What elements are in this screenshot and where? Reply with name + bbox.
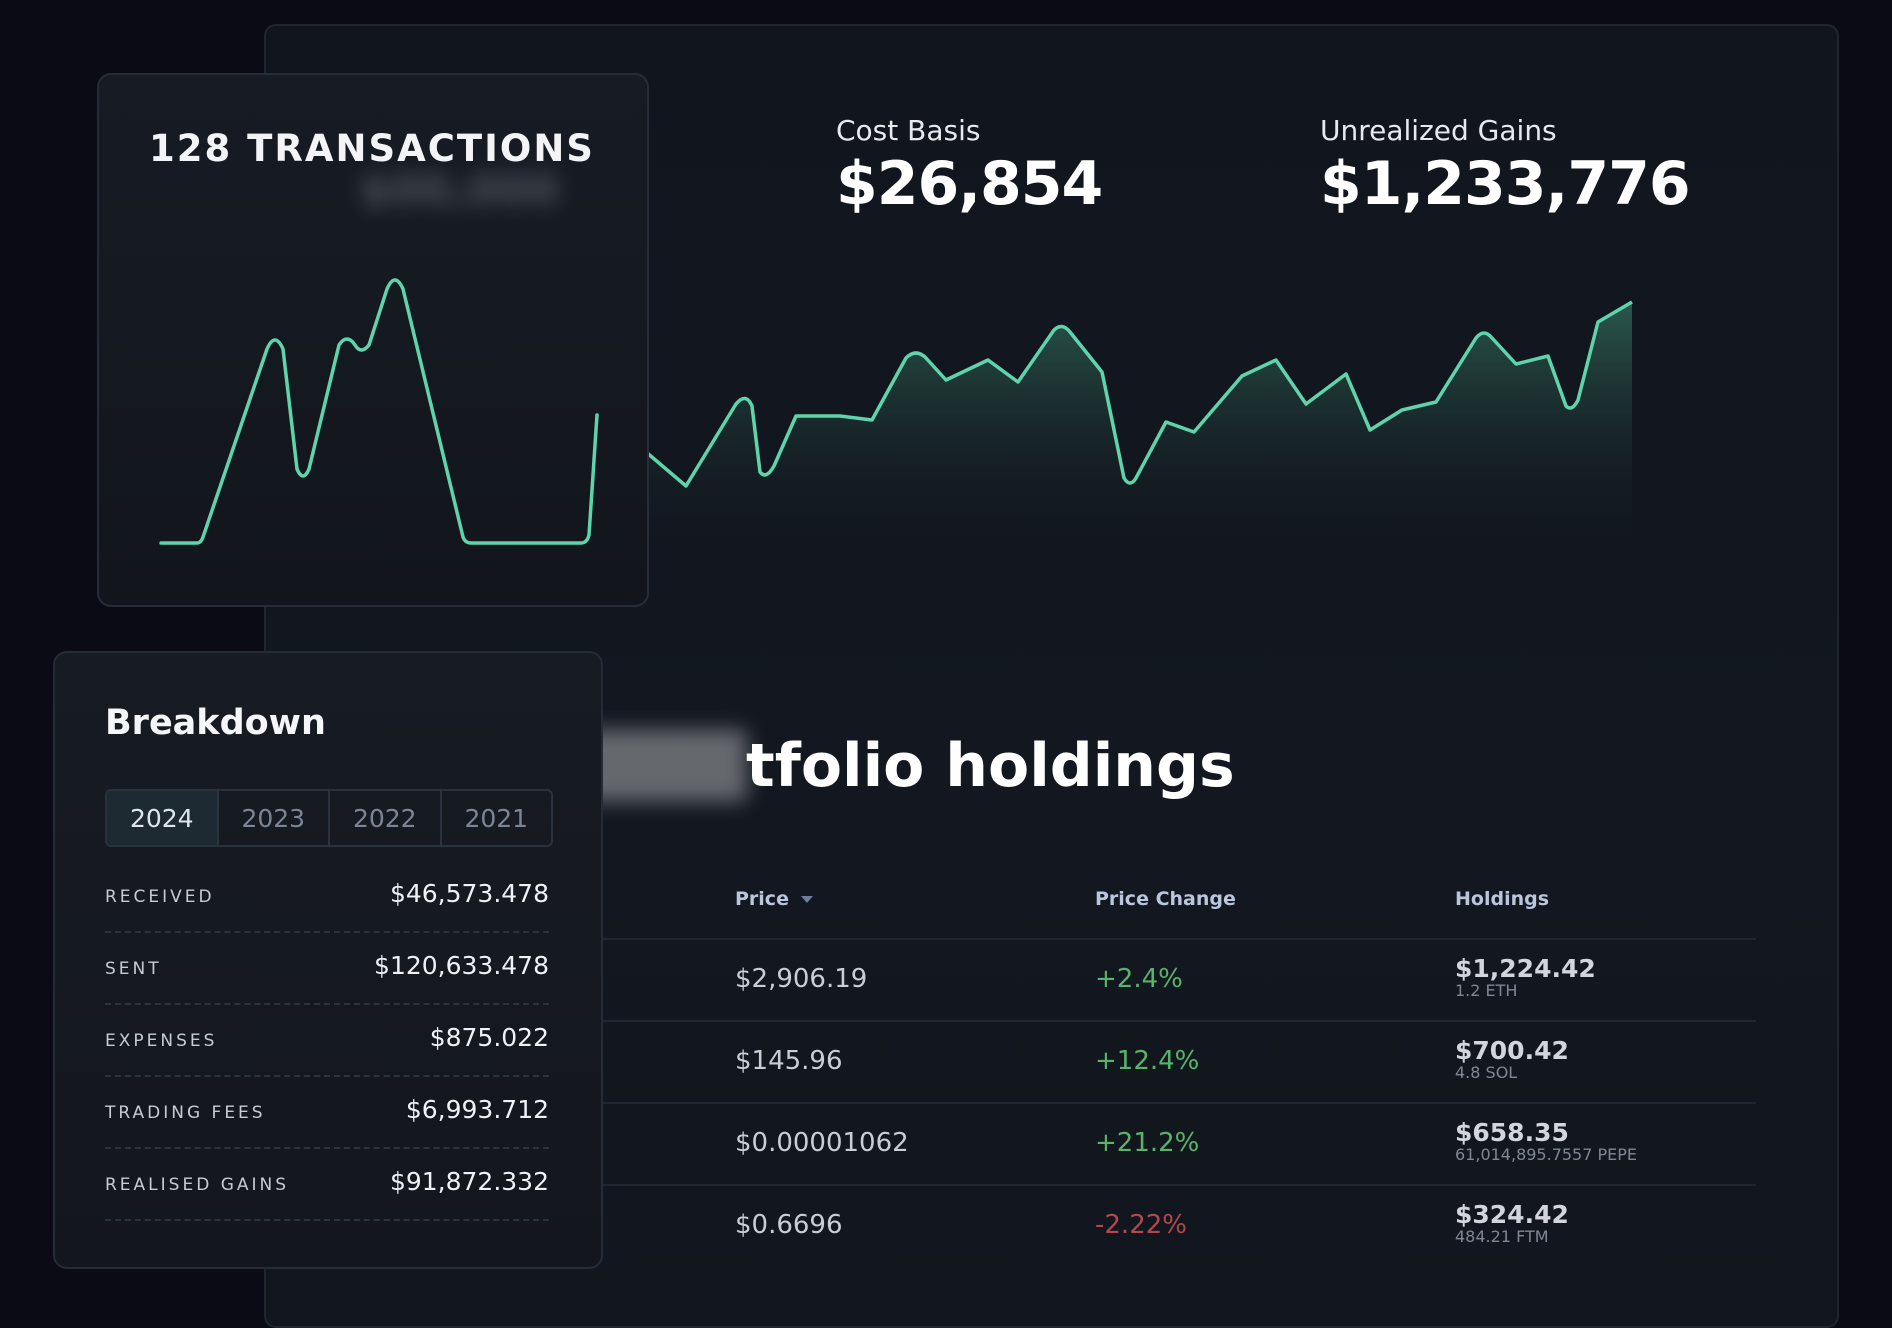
portfolio-value-chart xyxy=(644,300,1633,556)
cost-basis-label: Cost Basis xyxy=(836,114,981,147)
breakdown-card: Breakdown 2024 2023 2022 2021 RECEIVED $… xyxy=(53,651,603,1269)
holdings-cell: $700.42 4.8 SOL xyxy=(1455,1036,1569,1082)
holdings-value: $658.35 xyxy=(1455,1118,1569,1147)
holdings-value: $700.42 xyxy=(1455,1036,1569,1065)
breakdown-value: $91,872.332 xyxy=(389,1167,549,1196)
unrealized-gains-stat: Unrealized Gains $1,233,776 xyxy=(1320,114,1691,219)
breakdown-label: RECEIVED xyxy=(105,887,215,907)
breakdown-value: $875.022 xyxy=(429,1023,549,1052)
breakdown-label: REALISED GAINS xyxy=(105,1175,290,1195)
holdings-cell: $658.35 61,014,895.7557 PEPE xyxy=(1455,1118,1637,1164)
breakdown-label: TRADING FEES xyxy=(105,1103,266,1123)
breakdown-value: $46,573.478 xyxy=(389,879,549,908)
tab-2024[interactable]: 2024 xyxy=(107,791,219,845)
breakdown-list: RECEIVED $46,573.478 SENT $120,633.478 E… xyxy=(105,863,549,1223)
tab-2021[interactable]: 2021 xyxy=(464,803,529,833)
price-change-column-header[interactable]: Price Change xyxy=(1095,888,1236,910)
transactions-line xyxy=(159,278,599,545)
unrealized-gains-label: Unrealized Gains xyxy=(1320,114,1557,147)
chart-area xyxy=(646,302,1632,556)
price-cell: $0.6696 xyxy=(735,1210,843,1240)
sort-down-icon[interactable] xyxy=(800,896,813,903)
holdings-value: $324.42 xyxy=(1455,1200,1569,1229)
holdings-amount: 1.2 ETH xyxy=(1455,981,1518,1000)
breakdown-row-sent: SENT $120,633.478 xyxy=(105,935,549,1005)
transactions-obscured-value: $00,000 xyxy=(359,165,560,216)
price-change-cell: +2.4% xyxy=(1095,964,1183,994)
breakdown-row-received: RECEIVED $46,573.478 xyxy=(105,863,549,933)
cost-basis-value: $26,854 xyxy=(836,149,1103,219)
holdings-amount: 484.21 FTM xyxy=(1455,1227,1549,1246)
price-cell: $2,906.19 xyxy=(735,964,868,994)
transactions-chart xyxy=(159,278,599,545)
holdings-title-visible: tfolio holdings xyxy=(746,731,1235,801)
breakdown-value: $120,633.478 xyxy=(374,951,549,980)
price-cell: $145.96 xyxy=(735,1046,843,1076)
price-change-cell: +21.2% xyxy=(1095,1128,1200,1158)
breakdown-title: Breakdown xyxy=(105,703,326,743)
cost-basis-stat: Cost Basis $26,854 xyxy=(836,114,1103,219)
tab-2022[interactable]: 2022 xyxy=(330,791,442,845)
year-tabs: 2024 2023 2022 2021 xyxy=(105,789,553,847)
tab-2023[interactable]: 2023 xyxy=(219,791,330,845)
transactions-card: $00,000 128 TRANSACTIONS xyxy=(97,73,649,607)
holdings-amount: 4.8 SOL xyxy=(1455,1063,1518,1082)
holdings-cell: $324.42 484.21 FTM xyxy=(1455,1200,1569,1246)
price-cell: $0.00001062 xyxy=(735,1128,909,1158)
chart-line xyxy=(644,300,1633,488)
price-change-cell: -2.22% xyxy=(1095,1210,1187,1240)
transactions-title: 128 TRANSACTIONS xyxy=(149,127,595,170)
holdings-cell: $1,224.42 1.2 ETH xyxy=(1455,954,1596,1000)
holdings-amount: 61,014,895.7557 PEPE xyxy=(1455,1145,1638,1164)
holdings-value: $1,224.42 xyxy=(1455,954,1596,983)
unrealized-gains-value: $1,233,776 xyxy=(1320,149,1691,219)
price-column-header[interactable]: Price xyxy=(735,888,813,910)
price-header-label: Price xyxy=(735,888,789,910)
holdings-column-header[interactable]: Holdings xyxy=(1455,888,1550,910)
breakdown-label: EXPENSES xyxy=(105,1031,218,1051)
breakdown-value: $6,993.712 xyxy=(405,1095,549,1124)
breakdown-row-trading-fees: TRADING FEES $6,993.712 xyxy=(105,1079,549,1149)
breakdown-row-realised-gains: REALISED GAINS $91,872.332 xyxy=(105,1151,549,1221)
breakdown-label: SENT xyxy=(105,959,162,979)
price-change-cell: +12.4% xyxy=(1095,1046,1200,1076)
breakdown-row-expenses: EXPENSES $875.022 xyxy=(105,1007,549,1077)
